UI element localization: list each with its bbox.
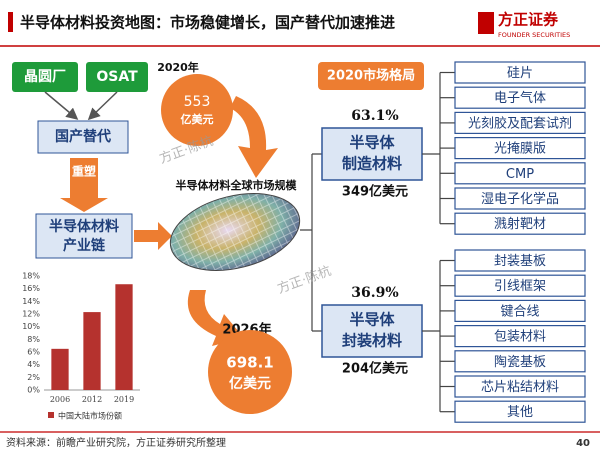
title: 半导体材料投资地图：市场稳健增长，国产替代加速推进 — [20, 14, 395, 32]
segments: 63.1%半导体制造材料349亿美元硅片电子气体光刻胶及配套试剂光掩膜版CMP湿… — [321, 61, 586, 423]
logo-en: FOUNDER SECURITIES — [498, 31, 570, 39]
connector — [422, 72, 441, 224]
list-box — [454, 350, 586, 373]
list-box — [454, 212, 586, 235]
list-item: 硅片 — [507, 66, 533, 81]
structure-title-box — [318, 62, 424, 90]
substitution-label: 国产替代 — [55, 128, 111, 145]
y-tick-label: 2% — [27, 373, 40, 382]
source-label: 晶圆厂 — [24, 69, 66, 85]
list-item: 湿电子化学品 — [481, 191, 559, 207]
y-tick-label: 8% — [27, 335, 40, 344]
chain-label: 半导体材料 — [49, 218, 119, 235]
header-bar — [8, 12, 13, 32]
y-tick-label: 16% — [22, 284, 40, 293]
list-box — [454, 325, 586, 348]
bar — [115, 284, 133, 390]
list-box — [454, 299, 586, 322]
market-circle — [161, 74, 233, 146]
arrow — [44, 91, 79, 120]
list-box — [454, 86, 586, 109]
y-tick-label: 0% — [27, 386, 40, 395]
list-item: 键合线 — [500, 304, 539, 319]
chain-box — [35, 213, 133, 259]
source-box — [12, 62, 78, 92]
list-box — [454, 162, 586, 185]
reshape-label: 重塑 — [72, 164, 96, 179]
logo-icon — [478, 12, 494, 34]
segment-share: 63.1% — [351, 108, 398, 124]
bar — [51, 348, 69, 390]
list-item: 引线框架 — [494, 279, 546, 294]
segment-name: 半导体 — [349, 311, 395, 329]
substitution-box — [37, 120, 129, 154]
x-tick-label: 2019 — [114, 395, 134, 404]
curved-arrow — [187, 290, 244, 346]
source-label: OSAT — [96, 69, 138, 85]
segment-name: 制造材料 — [342, 155, 402, 173]
wafer — [169, 193, 301, 271]
list-box — [454, 249, 586, 272]
market-value: 698.1 — [226, 354, 273, 372]
y-tick-label: 12% — [22, 310, 40, 319]
list-box — [454, 274, 586, 297]
chain-label: 产业链 — [63, 237, 106, 254]
segment-name: 封装材料 — [342, 332, 402, 350]
segment-box — [321, 127, 423, 181]
year-label: 2020年 — [157, 60, 199, 74]
y-tick-label: 6% — [27, 348, 40, 357]
y-tick-label: 14% — [22, 297, 40, 306]
list-box — [454, 111, 586, 135]
list-item: 芯片粘结材料 — [481, 380, 559, 395]
x-tick-label: 2012 — [82, 395, 102, 404]
legend-label: 中国大陆市场份额 — [58, 411, 122, 421]
x-tick-label: 2006 — [50, 395, 70, 404]
page-number: 40 — [576, 438, 590, 449]
segment-share: 36.9% — [351, 285, 398, 301]
y-tick-label: 10% — [22, 322, 40, 331]
list-box — [454, 375, 586, 398]
curved-arrow — [230, 96, 278, 178]
market-unit: 亿美元 — [181, 112, 214, 126]
list-box — [454, 137, 586, 160]
market-circle — [208, 330, 292, 414]
legend-swatch — [48, 412, 54, 418]
list-item: 光掩膜版 — [494, 142, 546, 157]
source-box — [86, 62, 148, 92]
structure-title: 2020市场格局 — [327, 68, 415, 84]
list-item: CMP — [506, 167, 534, 182]
arrow — [134, 222, 172, 250]
connector — [422, 260, 441, 412]
segment-size: 204亿美元 — [342, 361, 408, 377]
arrow — [87, 91, 118, 121]
list-item: 电子气体 — [494, 90, 546, 106]
list-item: 陶瓷基板 — [494, 354, 546, 370]
list-item: 溅射靶材 — [494, 216, 546, 232]
market-title: 半导体材料全球市场规模 — [176, 178, 298, 192]
market-value: 553 — [184, 94, 211, 110]
list-box — [454, 187, 586, 210]
connector — [300, 153, 322, 332]
list-box — [454, 61, 586, 84]
logo-name: 方正证券 — [498, 11, 559, 29]
market-unit: 亿美元 — [229, 375, 271, 392]
source-note: 资料来源：前瞻产业研究院，方正证券研究所整理 — [6, 436, 226, 449]
bar — [83, 312, 101, 390]
watermark: 方正·陈杭 — [275, 263, 333, 297]
reshape-arrow — [60, 158, 108, 212]
segment-size: 349亿美元 — [342, 184, 408, 200]
segment-name: 半导体 — [349, 134, 395, 152]
list-item: 包装材料 — [494, 330, 546, 345]
list-item: 光刻胶及配套试剂 — [468, 115, 572, 131]
y-tick-label: 4% — [27, 360, 40, 369]
list-item: 其他 — [507, 405, 533, 420]
y-tick-label: 18% — [22, 272, 40, 281]
list-box — [454, 400, 586, 423]
share-chart: 0% 2% 4% 6% 8% 10% 12% 14% 16% 18% 2006 2012 2019 中国大… — [22, 272, 140, 421]
list-item: 封装基板 — [494, 254, 546, 269]
